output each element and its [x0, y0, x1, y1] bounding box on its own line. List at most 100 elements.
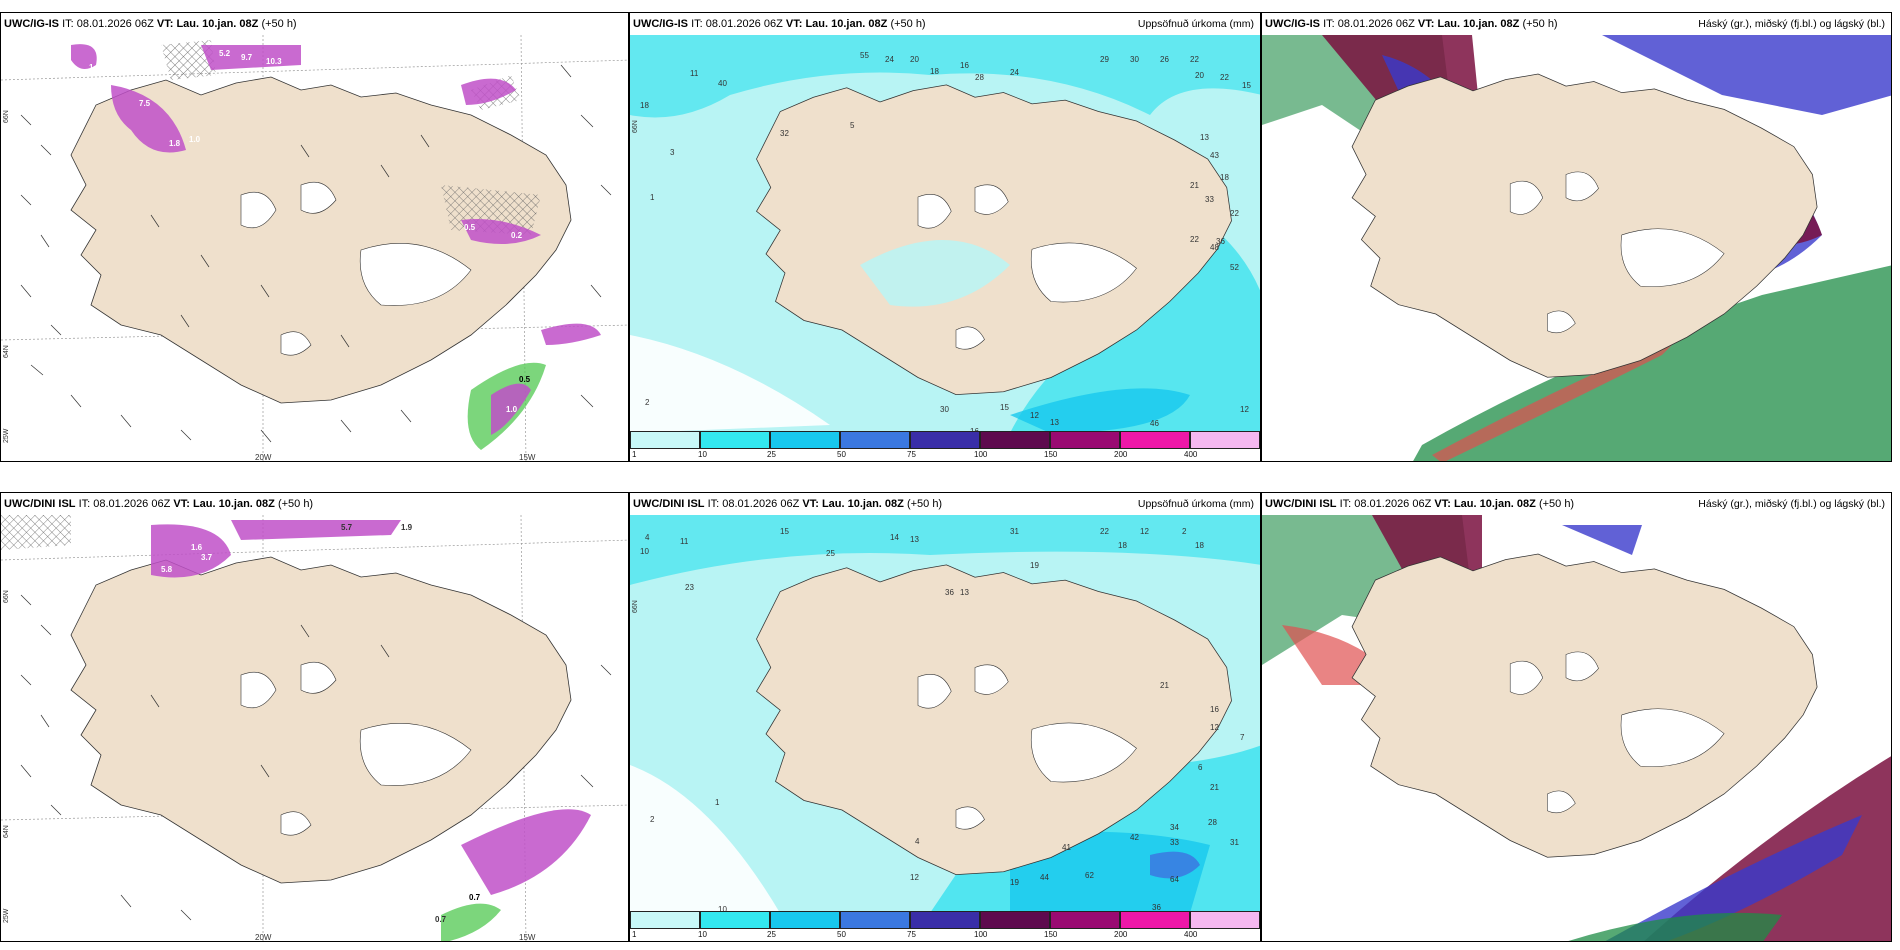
model-name: UWC/IG-IS [4, 18, 59, 30]
precip-value: 18 [1195, 541, 1204, 550]
it-label: IT: [1339, 498, 1352, 510]
wind-barbs [20, 64, 612, 443]
colorbar-swatch [910, 431, 980, 449]
precip-value: 15 [1242, 81, 1251, 90]
vt-label: VT: [156, 18, 174, 30]
precip-value: 30 [1130, 55, 1139, 64]
hatch-value: 5.7 [341, 523, 353, 532]
shower-area [461, 219, 541, 244]
hatch-value: 0.5 [464, 223, 476, 232]
panel-header: UWC/IG-IS IT: 08.01.2026 06Z VT: Lau. 10… [1, 13, 628, 35]
panel-header: UWC/DINI ISL IT: 08.01.2026 06Z VT: Lau.… [1, 493, 628, 515]
it-label: IT: [707, 498, 720, 510]
map-canvas [630, 515, 1260, 913]
vt-value: Lau. 10.jan. 08Z [176, 18, 259, 30]
precip-value: 2 [650, 815, 655, 824]
hatch-value: 5.8 [161, 565, 173, 574]
precip-value: 26 [1160, 55, 1169, 64]
lead-time: (+50 h) [1522, 18, 1558, 30]
precip-value: 28 [975, 73, 984, 82]
colorbar-tick: 10 [698, 930, 707, 939]
colorbar-tick: 50 [837, 450, 846, 459]
hatch-value: 2.0 [506, 895, 518, 904]
precip-value: 24 [1010, 68, 1019, 77]
vt-value: Lau. 10.jan. 08Z [805, 18, 888, 30]
precip-value: 28 [1208, 818, 1217, 827]
colorbar-tick: 1 [632, 450, 637, 459]
precip-value: 10 [640, 547, 649, 556]
lat-label-66n: 66N [632, 120, 639, 133]
colorbar-swatch [1120, 911, 1190, 929]
hatch-value: 9.7 [241, 53, 253, 62]
panel-title: Háský (gr.), miðský (fj.bl.) og lágský (… [1698, 498, 1885, 510]
panel-title: Háský (gr.), miðský (fj.bl.) og lágský (… [1698, 18, 1885, 30]
colorbar-swatch [980, 431, 1050, 449]
precip-value: 22 [1230, 209, 1239, 218]
precip-value: 30 [940, 405, 949, 414]
precip-value: 46 [1150, 419, 1159, 428]
precip-value: 64 [1170, 875, 1179, 884]
precip-value: 44 [1040, 873, 1049, 882]
colorbar-tick: 10 [698, 450, 707, 459]
cloud-cover-panel-dini: UWC/DINI ISL IT: 08.01.2026 06Z VT: Lau.… [1261, 492, 1892, 942]
lead-time: (+50 h) [1538, 498, 1575, 510]
precip-value: 13 [1200, 133, 1209, 142]
precip-value: 20 [1195, 71, 1204, 80]
lat-label-25w: 25W [3, 428, 10, 443]
precip-value: 13 [1050, 418, 1059, 427]
hatch-value: 1.9 [401, 523, 413, 532]
it-label: IT: [62, 18, 74, 30]
precip-value: 18 [640, 101, 649, 110]
precip-value: 32 [780, 129, 789, 138]
colorbar-tick: 50 [837, 930, 846, 939]
hatch-value: 0.7 [435, 915, 447, 924]
precip-value: 31 [1010, 527, 1019, 536]
shower-area [541, 323, 601, 345]
map-canvas [630, 35, 1260, 433]
shower-area [491, 383, 531, 435]
precip-value: 43 [1210, 151, 1219, 160]
precip-value: 34 [1170, 823, 1179, 832]
hatch-value: 1.0 [89, 63, 101, 72]
precip-value: 12 [910, 873, 919, 882]
vt-label: VT: [785, 18, 803, 30]
colorbar-swatch [910, 911, 980, 929]
colorbar-swatch [1190, 911, 1260, 929]
precip-value: 48 [1210, 243, 1219, 252]
lon-label-20w: 20W [255, 933, 272, 942]
colorbar-swatch [700, 431, 770, 449]
precip-value: 22 [1100, 527, 1109, 536]
colorbar-swatch [1120, 431, 1190, 449]
precip-value: 20 [910, 55, 919, 64]
precip-value: 16 [1210, 705, 1219, 714]
precip-value: 41 [1062, 843, 1071, 852]
colorbar-swatch [770, 431, 840, 449]
precip-value: 12 [1240, 405, 1249, 414]
precip-value: 15 [780, 527, 789, 536]
model-name: UWC/DINI ISL [1265, 498, 1337, 510]
hatch-value: 10.3 [266, 57, 282, 66]
it-value: 08.01.2026 06Z [1337, 18, 1415, 30]
colorbar-swatch [630, 911, 700, 929]
lead-time: (+50 h) [277, 498, 314, 510]
vt-value: Lau. 10.jan. 08Z [821, 498, 904, 510]
lat-label-66n: 66N [632, 600, 639, 613]
lead-time: (+50 h) [890, 18, 926, 30]
hatch-value: 1.6 [191, 543, 203, 552]
colorbar-tick: 1 [632, 930, 637, 939]
lon-label-15w: 15W [519, 933, 536, 942]
precip-value: 22 [1220, 73, 1229, 82]
vt-label: VT: [1434, 498, 1451, 510]
shower-area [71, 44, 97, 69]
map-canvas [1262, 515, 1891, 941]
precip-value: 2 [1182, 527, 1187, 536]
colorbar-tick: 100 [974, 930, 988, 939]
shower-area [111, 85, 186, 153]
it-label: IT: [78, 498, 91, 510]
colorbar-swatch [980, 911, 1050, 929]
map-canvas [1, 515, 628, 941]
precip-value: 25 [826, 549, 835, 558]
vt-label: VT: [1417, 18, 1435, 30]
vt-value: Lau. 10.jan. 08Z [1453, 498, 1536, 510]
colorbar-swatch [1050, 911, 1120, 929]
